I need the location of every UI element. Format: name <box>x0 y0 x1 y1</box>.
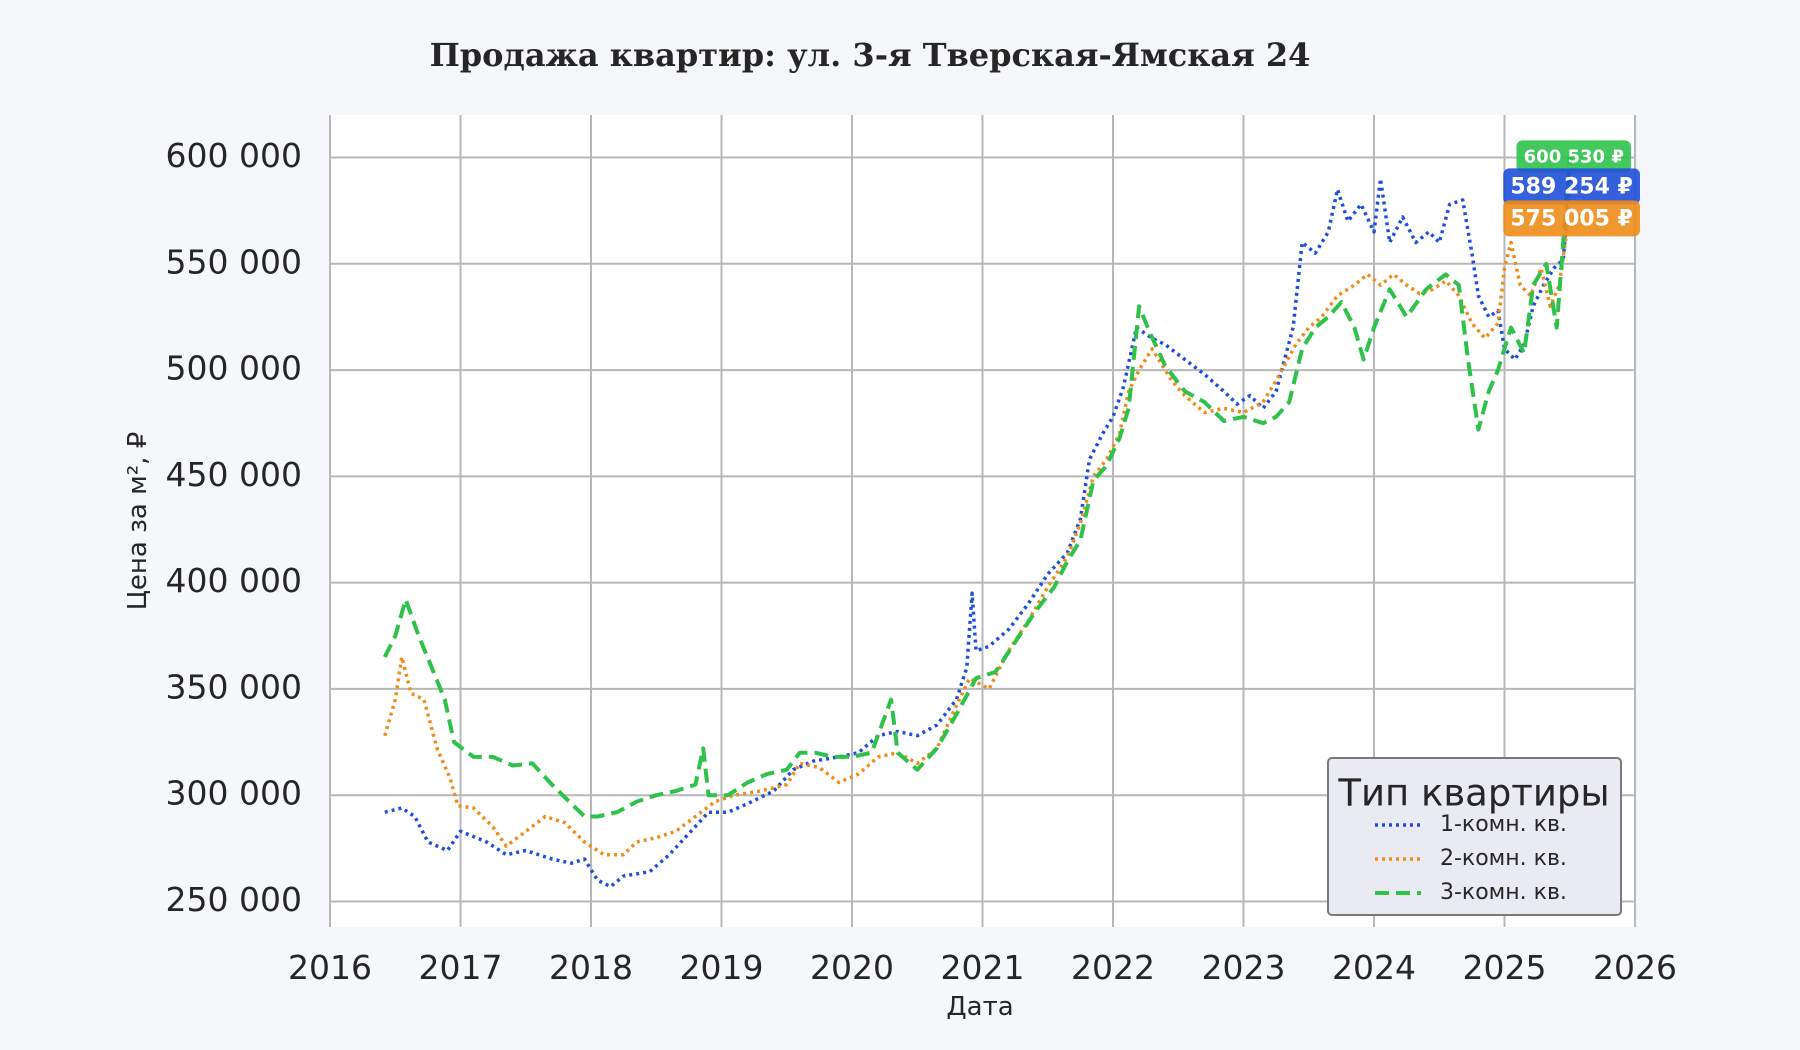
x-tick-label: 2018 <box>549 948 633 987</box>
x-tick-labels: 2016 2017 2018 2019 2020 2021 2022 2023 2024 2025… <box>288 948 1677 987</box>
x-tick-label: 2023 <box>1202 948 1286 987</box>
x-tick-label: 2017 <box>419 948 503 987</box>
last-value-label: 575 005 ₽ <box>1510 206 1632 231</box>
legend-item-label: 2-комн. кв. <box>1440 846 1567 871</box>
x-tick-label: 2021 <box>941 948 1025 987</box>
legend-title: Тип квартиры <box>1337 772 1609 815</box>
legend-item-label: 1-комн. кв. <box>1440 812 1567 837</box>
last-value-badge <box>1516 140 1631 173</box>
legend-box <box>1327 757 1622 916</box>
y-tick-label: 600 000 <box>166 136 302 175</box>
y-tick-label: 500 000 <box>166 349 302 388</box>
y-tick-label: 550 000 <box>166 242 302 281</box>
series-line-2 <box>383 210 1572 857</box>
y-tick-labels: 250 000 300 000 350 000 400 000 450 000 500 0… <box>166 136 302 919</box>
last-value-labels: 600 530 ₽ 589 254 ₽ 575 005 ₽ <box>1503 140 1640 237</box>
y-tick-label: 250 000 <box>166 880 302 919</box>
x-tick-label: 2019 <box>680 948 764 987</box>
x-axis-label: Дата <box>946 992 1013 1022</box>
legend-item-label: 3-комн. кв. <box>1440 880 1567 905</box>
last-value-badge <box>1503 168 1640 205</box>
y-axis-label: Цена за м², ₽ <box>123 432 153 611</box>
last-value-label: 589 254 ₽ <box>1510 174 1632 199</box>
x-tick-label: 2024 <box>1332 948 1416 987</box>
x-tick-label: 2020 <box>810 948 894 987</box>
x-tick-label: 2025 <box>1463 948 1547 987</box>
x-tick-label: 2016 <box>288 948 372 987</box>
x-tick-label: 2026 <box>1593 948 1677 987</box>
series-lines <box>383 156 1572 889</box>
legend-items: 1-комн. кв. 2-комн. кв. 3-комн. кв. <box>1375 812 1567 905</box>
y-tick-label: 400 000 <box>166 561 302 600</box>
x-tick-label: 2022 <box>1071 948 1155 987</box>
y-tick-label: 350 000 <box>166 667 302 706</box>
y-tick-label: 450 000 <box>166 455 302 494</box>
legend: Тип квартиры 1-комн. кв. 2-комн. кв. 3-ком… <box>1327 757 1622 916</box>
chart-title: Продажа квартир: ул. 3-я Тверская-Ямская… <box>430 36 1311 74</box>
y-tick-label: 300 000 <box>166 774 302 813</box>
last-value-badge <box>1503 200 1640 237</box>
last-value-label: 600 530 ₽ <box>1524 146 1624 167</box>
